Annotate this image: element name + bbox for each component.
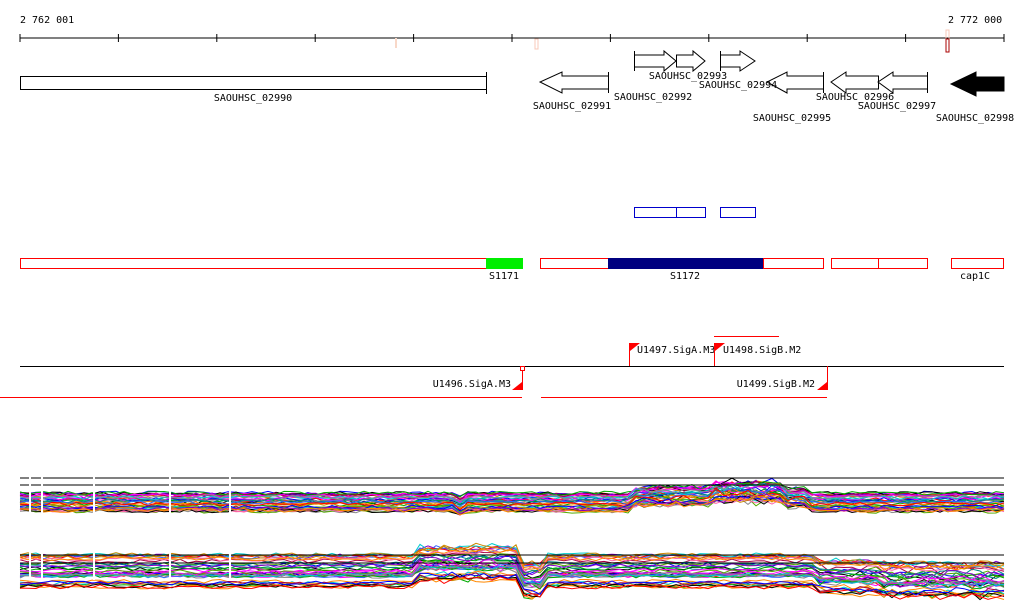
gene-02990[interactable]	[20, 76, 487, 90]
transcript-feature[interactable]	[878, 258, 928, 269]
gene-label: SAOUHSC_02995	[753, 113, 831, 124]
blue-feature[interactable]	[634, 207, 677, 218]
feature-cap1c[interactable]	[951, 258, 1004, 269]
feature-label: cap1C	[960, 271, 990, 282]
expression-line	[19, 545, 1005, 571]
promoter-label: U1499.SigB.M2	[737, 379, 815, 390]
gene-02994[interactable]	[720, 50, 756, 72]
expression-line	[19, 487, 1005, 508]
expression-line	[19, 482, 1005, 505]
ruler: 2 762 001 2 772 000	[19, 15, 1005, 53]
expression-line	[19, 548, 1005, 572]
transcript-feature[interactable]	[831, 258, 879, 269]
expression-line	[19, 551, 1005, 575]
marker	[534, 38, 539, 50]
gene-labels: SAOUHSC_02990 SAOUHSC_02991 SAOUHSC_0299…	[214, 71, 1014, 124]
promoter-label: U1496.SigA.M3	[433, 379, 511, 390]
gene-02993[interactable]	[676, 49, 706, 73]
marker	[395, 38, 397, 48]
gene-label: SAOUHSC_02990	[214, 93, 292, 104]
expression-line	[19, 571, 1005, 596]
blue-feature-track	[634, 207, 756, 218]
feature-s1172[interactable]	[608, 258, 764, 269]
blue-feature[interactable]	[676, 207, 706, 218]
gene-track	[20, 49, 1005, 97]
promoter-track: U1497.SigA.M3 U1498.SigB.M2 U1496.SigA.M…	[0, 336, 1004, 398]
marker-selected[interactable]	[945, 38, 950, 53]
expression-line	[19, 575, 1005, 601]
transcript-feature[interactable]	[20, 258, 487, 269]
expression-line	[19, 565, 1005, 588]
expression-line	[19, 487, 1005, 511]
gene-label: SAOUHSC_02993	[649, 71, 727, 82]
feature-s1171[interactable]	[486, 258, 523, 269]
feature-label: S1172	[670, 271, 700, 282]
expression-line	[19, 480, 1005, 498]
promoter-u1496[interactable]: U1496.SigA.M3	[433, 366, 525, 391]
gene-label: SAOUHSC_02991	[533, 101, 611, 112]
gene-02998[interactable]	[949, 71, 1005, 97]
promoter-label: U1497.SigA.M3	[637, 345, 715, 356]
expression-line	[19, 559, 1005, 585]
expression-line	[19, 494, 1005, 516]
gene-label: SAOUHSC_02992	[614, 92, 692, 103]
gene-02992[interactable]	[634, 49, 677, 73]
expression-track	[19, 475, 1005, 601]
gene-label: SAOUHSC_02997	[858, 101, 936, 112]
gene-02995[interactable]	[765, 71, 824, 94]
promoter-u1498[interactable]: U1498.SigB.M2	[714, 343, 802, 366]
promoter-u1497[interactable]: U1497.SigA.M3	[629, 343, 716, 366]
gene-label: SAOUHSC_02998	[936, 113, 1014, 124]
ruler-end-label: 2 772 000	[948, 15, 1002, 26]
expression-line	[19, 573, 1005, 601]
expression-line	[19, 577, 1005, 600]
gene-02991[interactable]	[538, 71, 609, 94]
expression-line	[19, 570, 1005, 595]
expression-line	[19, 563, 1005, 587]
transcript-track	[20, 258, 1004, 269]
blue-feature[interactable]	[720, 207, 756, 218]
ruler-start-label: 2 762 001	[20, 15, 74, 26]
expression-line	[19, 483, 1005, 502]
transcript-feature[interactable]	[763, 258, 824, 269]
expression-line	[19, 554, 1005, 579]
expression-line	[19, 555, 1005, 581]
gene-02996[interactable]	[830, 71, 879, 94]
feature-label: S1171	[489, 271, 519, 282]
promoter-u1499[interactable]: U1499.SigB.M2	[737, 366, 828, 390]
transcript-feature[interactable]	[540, 258, 609, 269]
gene-label: SAOUHSC_02996	[816, 92, 894, 103]
promoter-label: U1498.SigB.M2	[723, 345, 801, 356]
expression-line	[19, 553, 1005, 578]
expression-line	[19, 480, 1005, 504]
gene-02997[interactable]	[877, 71, 928, 94]
gene-label: SAOUHSC_02994	[699, 80, 777, 91]
